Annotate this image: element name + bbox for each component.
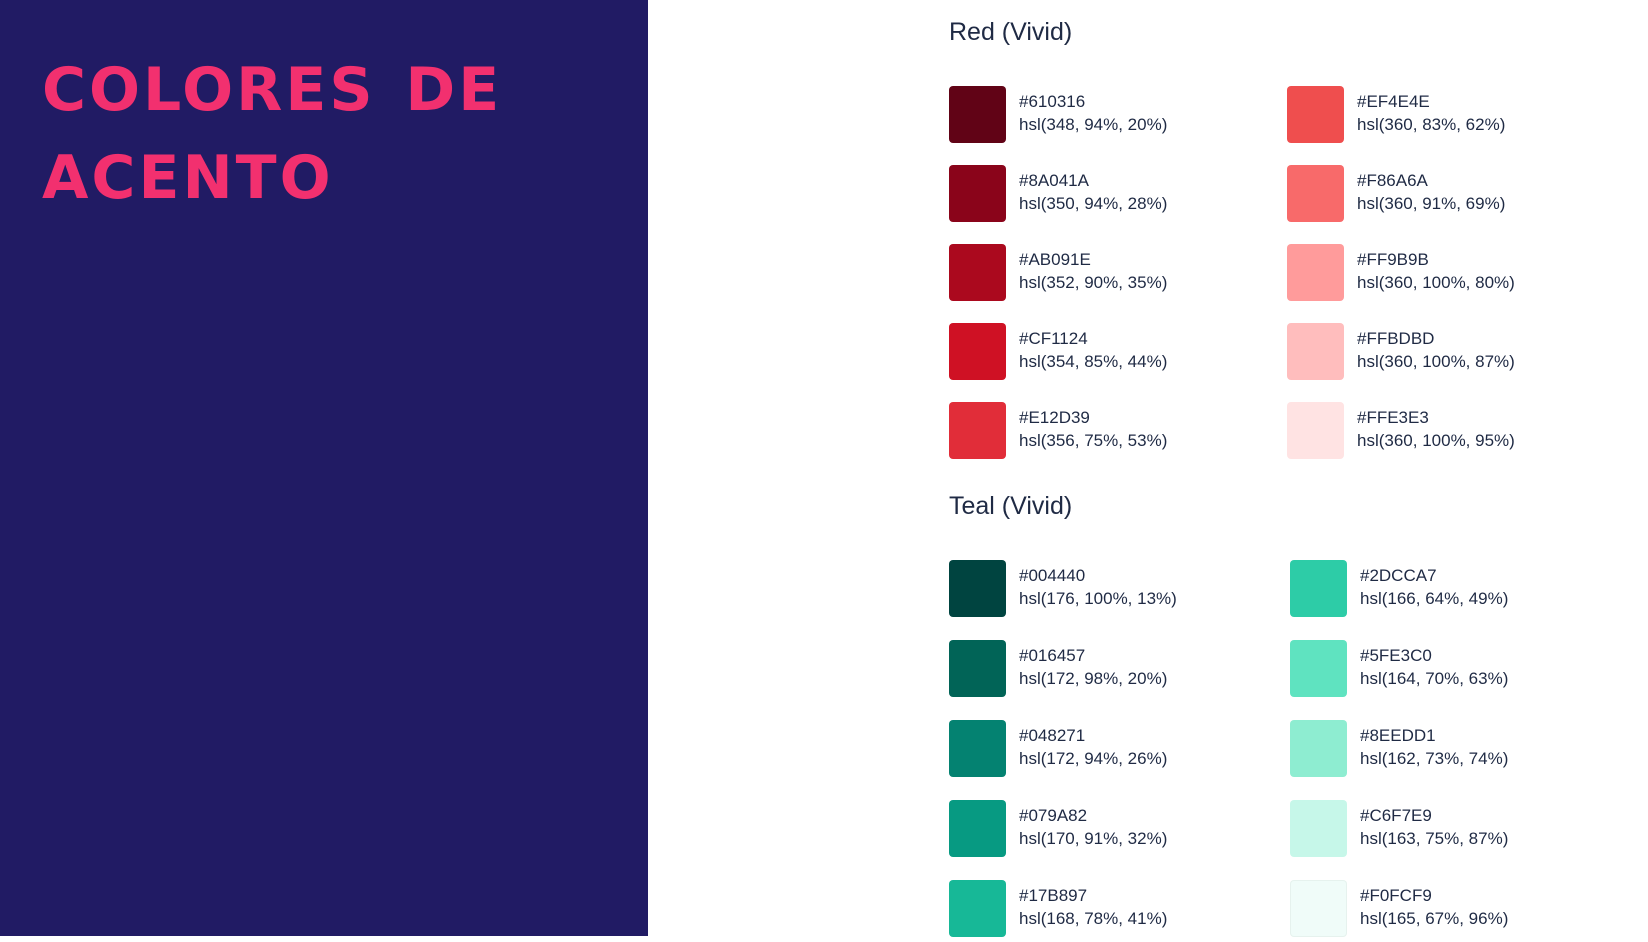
hex-value: #004440	[1019, 566, 1086, 585]
swatch-row: #079A82 hsl(170, 91%, 32%)	[949, 800, 1289, 858]
hex-value: #8EEDD1	[1360, 726, 1436, 745]
hex-value: #17B897	[1019, 886, 1088, 905]
hsl-value: hsl(162, 73%, 74%)	[1360, 749, 1509, 768]
hsl-value: hsl(163, 75%, 87%)	[1360, 829, 1509, 848]
color-swatch	[1287, 244, 1344, 301]
hex-value: #C6F7E9	[1360, 806, 1432, 825]
swatch-row: #17B897 hsl(168, 78%, 41%)	[949, 880, 1289, 938]
hex-value: #F0FCF9	[1360, 886, 1432, 905]
color-swatch	[1290, 880, 1347, 937]
swatch-row: #AB091E hsl(352, 90%, 35%)	[949, 244, 1289, 302]
hex-value: #610316	[1019, 92, 1086, 111]
hex-value: #FFE3E3	[1357, 408, 1429, 427]
page-title: COLORES DE ACENTO	[42, 55, 503, 213]
hsl-value: hsl(360, 83%, 62%)	[1357, 115, 1506, 134]
swatch-row: #048271 hsl(172, 94%, 26%)	[949, 720, 1289, 778]
hex-value: #FF9B9B	[1357, 250, 1429, 269]
hsl-value: hsl(350, 94%, 28%)	[1019, 194, 1168, 213]
color-swatch	[1290, 640, 1347, 697]
color-swatch	[1287, 165, 1344, 222]
hsl-value: hsl(360, 100%, 95%)	[1357, 431, 1515, 450]
swatch-row: #EF4E4E hsl(360, 83%, 62%)	[1287, 86, 1627, 144]
swatch-row: #2DCCA7 hsl(166, 64%, 49%)	[1290, 560, 1630, 618]
swatch-row: #F86A6A hsl(360, 91%, 69%)	[1287, 165, 1627, 223]
hsl-value: hsl(356, 75%, 53%)	[1019, 431, 1168, 450]
swatch-row: #E12D39 hsl(356, 75%, 53%)	[949, 402, 1289, 460]
color-swatch	[949, 800, 1006, 857]
hsl-value: hsl(348, 94%, 20%)	[1019, 115, 1168, 134]
swatch-row: #FFBDBD hsl(360, 100%, 87%)	[1287, 323, 1627, 381]
hex-value: #048271	[1019, 726, 1086, 745]
hsl-value: hsl(352, 90%, 35%)	[1019, 273, 1168, 292]
hsl-value: hsl(172, 98%, 20%)	[1019, 669, 1168, 688]
hex-value: #CF1124	[1019, 329, 1088, 348]
swatch-row: #CF1124 hsl(354, 85%, 44%)	[949, 323, 1289, 381]
swatch-row: #FF9B9B hsl(360, 100%, 80%)	[1287, 244, 1627, 302]
swatch-row: #016457 hsl(172, 98%, 20%)	[949, 640, 1289, 698]
swatch-grid: #610316 hsl(348, 94%, 20%) #8A041A hsl(3…	[949, 68, 1589, 468]
hsl-value: hsl(176, 100%, 13%)	[1019, 589, 1177, 608]
hex-value: #AB091E	[1019, 250, 1091, 269]
hex-value: #2DCCA7	[1360, 566, 1437, 585]
color-swatch	[1290, 560, 1347, 617]
color-swatch	[949, 640, 1006, 697]
color-swatch	[949, 323, 1006, 380]
color-swatch	[1287, 323, 1344, 380]
hex-value: #5FE3C0	[1360, 646, 1432, 665]
section-red-vivid: Red (Vivid) #610316 hsl(348, 94%, 20%) #…	[949, 12, 1589, 459]
hsl-value: hsl(164, 70%, 63%)	[1360, 669, 1509, 688]
swatch-row: #FFE3E3 hsl(360, 100%, 95%)	[1287, 402, 1627, 460]
hsl-value: hsl(360, 100%, 80%)	[1357, 273, 1515, 292]
hsl-value: hsl(168, 78%, 41%)	[1019, 909, 1168, 928]
hex-value: #016457	[1019, 646, 1086, 665]
hsl-value: hsl(172, 94%, 26%)	[1019, 749, 1168, 768]
hex-value: #EF4E4E	[1357, 92, 1430, 111]
swatch-row: #610316 hsl(348, 94%, 20%)	[949, 86, 1289, 144]
swatch-row: #C6F7E9 hsl(163, 75%, 87%)	[1290, 800, 1630, 858]
hex-value: #E12D39	[1019, 408, 1090, 427]
color-swatch	[1287, 86, 1344, 143]
color-swatch	[1290, 800, 1347, 857]
swatch-row: #8A041A hsl(350, 94%, 28%)	[949, 165, 1289, 223]
hex-value: #FFBDBD	[1357, 329, 1435, 348]
color-swatch	[1290, 720, 1347, 777]
swatch-row: #5FE3C0 hsl(164, 70%, 63%)	[1290, 640, 1630, 698]
swatch-row: #8EEDD1 hsl(162, 73%, 74%)	[1290, 720, 1630, 778]
swatch-row: #F0FCF9 hsl(165, 67%, 96%)	[1290, 880, 1630, 938]
hsl-value: hsl(166, 64%, 49%)	[1360, 589, 1509, 608]
color-swatch	[1287, 402, 1344, 459]
hsl-value: hsl(360, 100%, 87%)	[1357, 352, 1515, 371]
hex-value: #8A041A	[1019, 171, 1089, 190]
swatch-row: #004440 hsl(176, 100%, 13%)	[949, 560, 1289, 618]
color-swatch	[949, 402, 1006, 459]
hsl-value: hsl(165, 67%, 96%)	[1360, 909, 1509, 928]
color-swatch	[949, 560, 1006, 617]
section-title: Red (Vivid)	[949, 18, 1073, 46]
hsl-value: hsl(170, 91%, 32%)	[1019, 829, 1168, 848]
hex-value: #F86A6A	[1357, 171, 1428, 190]
color-swatch	[949, 880, 1006, 937]
color-swatch	[949, 86, 1006, 143]
color-swatch	[949, 720, 1006, 777]
section-title: Teal (Vivid)	[949, 492, 1073, 520]
hex-value: #079A82	[1019, 806, 1088, 825]
color-swatch	[949, 165, 1006, 222]
left-panel: COLORES DE ACENTO	[0, 0, 648, 936]
color-swatch	[949, 244, 1006, 301]
section-teal-vivid: Teal (Vivid) #004440 hsl(176, 100%, 13%)…	[949, 486, 1589, 937]
hsl-value: hsl(354, 85%, 44%)	[1019, 352, 1168, 371]
hsl-value: hsl(360, 91%, 69%)	[1357, 194, 1506, 213]
swatch-grid: #004440 hsl(176, 100%, 13%) #016457 hsl(…	[949, 542, 1589, 942]
